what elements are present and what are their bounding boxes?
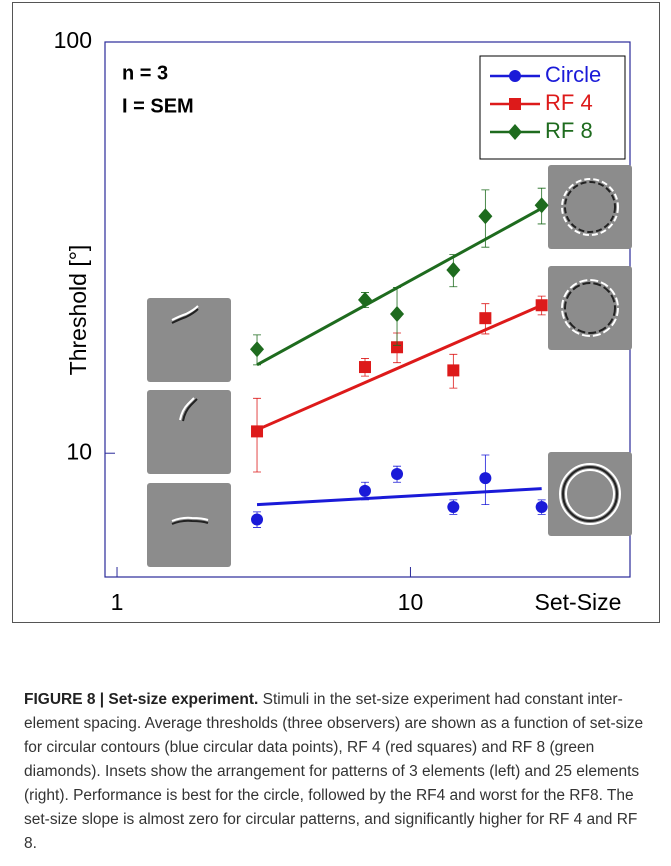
legend-marker [508,124,522,140]
data-point [478,208,493,225]
data-point [479,312,492,325]
x-tick-label: 10 [398,589,424,615]
data-point [535,500,548,513]
annotation: I = SEM [122,95,194,117]
data-point [535,299,548,312]
data-point [391,341,404,354]
data-point [534,197,549,214]
y-axis-label: Threshold [°] [65,245,91,376]
data-point [359,361,372,374]
caption-label: FIGURE 8 | Set-size experiment. [24,691,259,708]
fit-line [256,303,543,432]
y-tick-label: 10 [66,438,92,464]
data-point [390,306,405,323]
y-tick-label: 100 [54,27,92,53]
data-point [251,425,264,438]
insets [147,165,632,567]
fit-line [256,487,542,507]
data-point [251,513,264,526]
x-axis-label: Set-Size [535,589,622,615]
data-point [359,484,372,497]
chart: Threshold [°] Set-Size n = 3 I = SEM 10 1… [12,2,660,623]
legend-marker [509,98,521,110]
fit-line [256,207,543,367]
caption-text: Stimuli in the set-size experiment had c… [24,691,644,852]
legend-box [479,55,626,160]
annotation: n = 3 [122,62,168,84]
legend-label: RF 8 [545,118,593,143]
data-point [479,472,492,485]
data-point [446,261,461,278]
data-point [358,291,373,308]
data-point [250,341,265,358]
x-tick-label: 1 [111,589,124,615]
caption: FIGURE 8 | Set-size experiment. Stimuli … [24,688,652,856]
legend-label: RF 4 [545,90,593,115]
data-point [447,364,460,377]
figure-frame [12,2,660,623]
legend-label: Circle [545,62,601,87]
inset-stimuli [171,178,621,525]
legend-marker [509,70,521,82]
data-point [447,500,460,513]
data-point [391,468,404,481]
